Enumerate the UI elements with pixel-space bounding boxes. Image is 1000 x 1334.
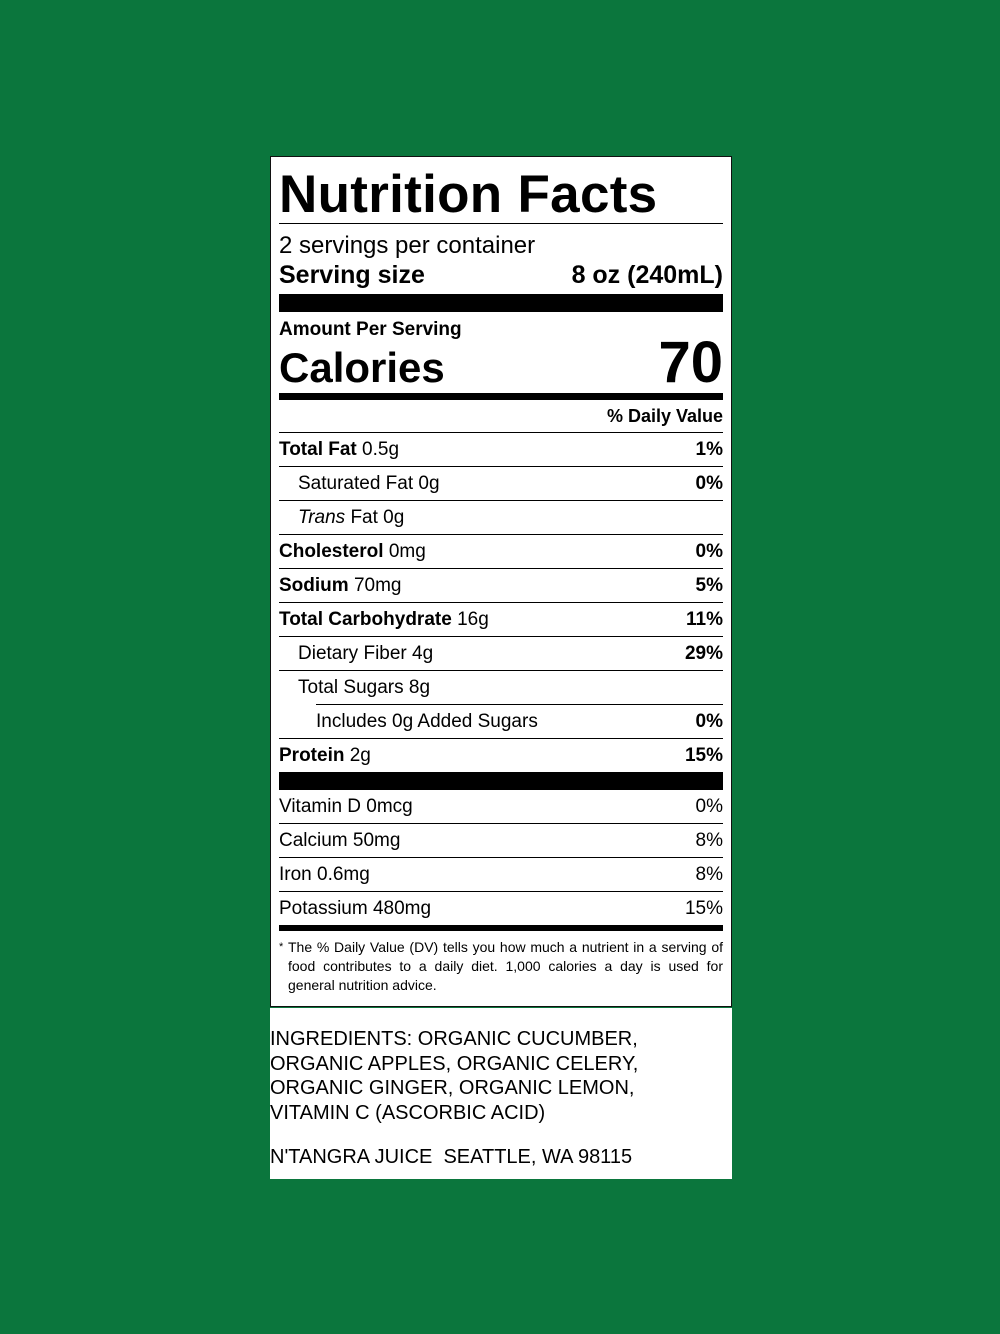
nutrient-dv: 11%	[686, 608, 723, 630]
nutrient-row-total-sugars: Total Sugars 8g	[279, 670, 723, 704]
nutrient-name: Total Carbohydrate	[279, 608, 452, 630]
nutrient-dv: 0%	[695, 472, 723, 494]
nutrition-facts-label: Nutrition Facts 2 servings per container…	[270, 156, 732, 1007]
ingredients-text: INGREDIENTS: ORGANIC CUCUMBER, ORGANIC A…	[270, 1027, 732, 1125]
vitamin-row: Iron 0.6mg 8%	[279, 857, 723, 891]
nutrient-amount: 0.5g	[362, 438, 400, 460]
footnote: * The % Daily Value (DV) tells you how m…	[279, 938, 723, 995]
nutrient-name-italic: Trans	[298, 506, 346, 528]
divider-small	[279, 925, 723, 931]
footnote-star: *	[279, 941, 284, 953]
vitamin-dv: 15%	[684, 897, 723, 919]
vitamin-name: Potassium 480mg	[279, 897, 432, 919]
nutrient-amount: 0mg	[388, 540, 426, 562]
label-title: Nutrition Facts	[279, 165, 723, 224]
nutrient-name: Includes 0g Added Sugars	[316, 710, 538, 732]
nutrient-name: Protein	[279, 744, 345, 766]
vitamin-name: Iron 0.6mg	[279, 863, 370, 885]
calories-value: 70	[658, 330, 723, 395]
nutrient-dv: 29%	[684, 642, 723, 664]
nutrient-list: Total Fat 0.5g 1% Saturated Fat 0g 0% Tran…	[279, 433, 723, 772]
nutrient-row-sodium: Sodium 70mg 5%	[279, 568, 723, 602]
nutrient-row-cholesterol: Cholesterol 0mg 0%	[279, 534, 723, 568]
manufacturer-address: N'TANGRA JUICE SEATTLE, WA 98115	[270, 1146, 633, 1168]
ingredients-line: INGREDIENTS: ORGANIC CUCUMBER,	[270, 1028, 638, 1050]
nutrient-row-total-carbohydrate: Total Carbohydrate 16g 11%	[279, 602, 723, 636]
nutrient-row-added-sugars: Includes 0g Added Sugars 0%	[316, 704, 723, 738]
vitamin-row: Vitamin D 0mcg 0%	[279, 790, 723, 823]
nutrient-dv: 1%	[695, 438, 723, 460]
ingredients-line: VITAMIN C (ASCORBIC ACID)	[270, 1101, 546, 1124]
nutrient-name: Sodium	[279, 574, 349, 596]
nutrient-name: Cholesterol	[279, 540, 384, 562]
nutrient-row-total-fat: Total Fat 0.5g 1%	[279, 433, 723, 466]
vitamin-row: Calcium 50mg 8%	[279, 823, 723, 857]
nutrient-row-trans-fat: Trans Fat 0g	[279, 500, 723, 534]
serving-size: Serving size 8 oz (240mL)	[279, 260, 723, 290]
nutrient-name: Fat 0g	[350, 506, 405, 528]
vitamin-dv: 8%	[695, 863, 723, 885]
nutrient-name: Saturated Fat 0g	[298, 472, 440, 494]
divider-medium	[279, 393, 723, 400]
amount-per-serving: Amount Per Serving	[279, 319, 462, 340]
vitamin-name: Vitamin D 0mcg	[279, 795, 413, 817]
nutrient-amount: 2g	[349, 744, 371, 766]
daily-value-header: % Daily Value	[279, 400, 723, 433]
footnote-text: The % Daily Value (DV) tells you how muc…	[288, 939, 723, 993]
nutrient-name: Dietary Fiber 4g	[298, 642, 434, 664]
vitamin-row: Potassium 480mg 15%	[279, 891, 723, 925]
nutrient-dv: 5%	[695, 574, 723, 596]
nutrient-row-saturated-fat: Saturated Fat 0g 0%	[279, 466, 723, 500]
vitamin-dv: 8%	[695, 829, 723, 851]
serving-size-value: 8 oz (240mL)	[571, 261, 723, 289]
nutrient-amount: 16g	[457, 608, 489, 630]
nutrient-row-dietary-fiber: Dietary Fiber 4g 29%	[279, 636, 723, 670]
calories-row: Calories 70	[279, 333, 723, 393]
vitamin-dv: 0%	[695, 795, 723, 817]
serving-size-label: Serving size	[279, 261, 425, 289]
divider-thick	[279, 294, 723, 312]
ingredients-line: ORGANIC APPLES, ORGANIC CELERY,	[270, 1052, 639, 1075]
ingredients-panel: INGREDIENTS: ORGANIC CUCUMBER, ORGANIC A…	[270, 1008, 732, 1179]
ingredients-line: ORGANIC GINGER, ORGANIC LEMON,	[270, 1077, 635, 1099]
nutrient-amount: 70mg	[353, 574, 402, 596]
nutrient-dv: 0%	[695, 710, 723, 732]
nutrient-dv: 15%	[684, 744, 723, 766]
vitamin-name: Calcium 50mg	[279, 829, 401, 851]
nutrient-dv: 0%	[695, 540, 723, 562]
vitamin-list: Vitamin D 0mcg 0% Calcium 50mg 8% Iron 0.6…	[279, 790, 723, 925]
nutrient-row-protein: Protein 2g 15%	[279, 738, 723, 772]
divider-thick	[279, 772, 723, 790]
calories-label: Calories	[279, 344, 445, 391]
servings-per-container: 2 servings per container	[279, 232, 536, 259]
nutrient-name: Total Sugars 8g	[298, 676, 431, 698]
nutrient-name: Total Fat	[279, 438, 357, 460]
